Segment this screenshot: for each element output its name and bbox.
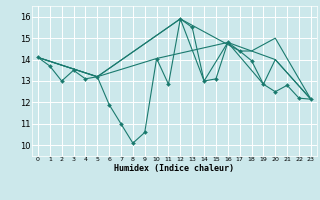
X-axis label: Humidex (Indice chaleur): Humidex (Indice chaleur) (115, 164, 234, 173)
